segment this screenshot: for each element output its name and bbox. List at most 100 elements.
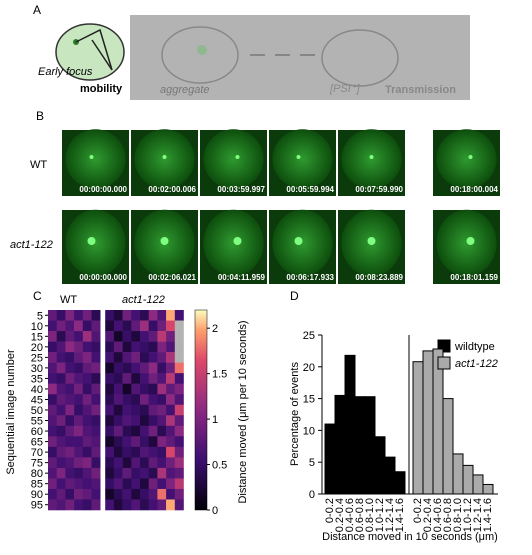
bar [442, 398, 454, 495]
heat-cell [74, 467, 84, 479]
heat-cell [131, 331, 141, 342]
heat-cell [122, 320, 132, 332]
heat-cell [74, 373, 84, 384]
heat-cell [122, 373, 132, 384]
legend-label: wildtype [454, 341, 495, 353]
heat-cell [74, 320, 84, 332]
heat-cell [140, 373, 149, 384]
heat-cell [65, 394, 75, 406]
heat-cell [65, 478, 75, 490]
heat-cell [148, 415, 158, 427]
heat-cell [148, 362, 158, 374]
heat-cell [56, 488, 66, 500]
heat-cell [140, 383, 149, 395]
heat-cell [105, 394, 115, 406]
heat-cell [131, 373, 141, 384]
x-tick-label: 0.8-1.0 [364, 498, 376, 532]
heat-cell [122, 331, 132, 342]
heat-cell [105, 404, 115, 416]
heat-cell [157, 331, 167, 342]
heat-cell [82, 415, 92, 427]
heat-cell [166, 341, 176, 353]
heat-cell [131, 478, 141, 490]
heat-cell [56, 373, 66, 384]
row-label: WT [30, 159, 47, 171]
heat-cell [82, 341, 92, 353]
heat-cell [174, 352, 184, 363]
heat-cell [74, 383, 84, 395]
heat-cell [122, 352, 132, 363]
heat-cell [122, 394, 132, 406]
heat-cell [122, 341, 132, 353]
cell-image [272, 129, 333, 189]
y-tick-label: 25 [31, 352, 43, 364]
heat-cell [56, 415, 66, 427]
heat-cell [65, 352, 75, 363]
heat-cell [131, 436, 141, 448]
bar [472, 474, 484, 495]
heat-cell [56, 425, 66, 437]
x-tick-label: 1.2-1.4 [472, 498, 484, 532]
heat-cell [131, 341, 141, 353]
heat-cell [166, 499, 176, 511]
heat-cell [166, 478, 176, 490]
timestamp: 00:18:00.004 [450, 185, 498, 194]
heat-cell [113, 415, 123, 427]
timestamp: 00:07:59.990 [355, 185, 403, 194]
y-tick-label: 55 [31, 416, 43, 428]
heat-cell [157, 362, 167, 374]
heat-cell [157, 446, 167, 458]
label: Early focus [38, 66, 93, 78]
focus [162, 155, 167, 159]
y-tick-label: 70 [31, 447, 43, 459]
heat-cell [105, 341, 115, 353]
timestamp: 00:05:59.994 [286, 185, 334, 194]
heat-cell [65, 415, 75, 427]
bar [394, 471, 406, 495]
heat-cell [122, 488, 132, 500]
heat-cell [157, 341, 167, 353]
bar [354, 396, 366, 495]
heat-cell [91, 467, 101, 479]
heat-cell [157, 425, 167, 437]
heat-cell [174, 436, 184, 448]
colorbar-tick-label: 1.5 [212, 369, 227, 381]
x-tick-label: 0-0.2 [412, 498, 424, 523]
heat-cell [174, 499, 184, 511]
heat-cell [140, 457, 149, 469]
heat-cell [91, 436, 101, 448]
heat-cell [140, 425, 149, 437]
heat-cell [131, 488, 141, 500]
timestamp: 00:00:00.000 [79, 273, 127, 282]
heat-cell [82, 425, 92, 437]
heat-cell [56, 404, 66, 416]
heat-cell [174, 457, 184, 469]
heat-cell [122, 436, 132, 448]
heat-cell [166, 404, 176, 416]
heat-cell [122, 415, 132, 427]
heat-cell [65, 425, 75, 437]
heat-cell [113, 331, 123, 342]
heat-cell [131, 467, 141, 479]
x-tick-label: 0.6-0.8 [442, 498, 454, 532]
y-tick-label: 80 [31, 468, 43, 480]
heat-cell [157, 467, 167, 479]
heat-cell [74, 404, 84, 416]
heat-cell [174, 415, 184, 427]
heat-cell [105, 425, 115, 437]
y-tick-label: 60 [31, 426, 43, 438]
heat-cell [91, 394, 101, 406]
colorbar-title: Distance moved (μm per 10 seconds) [237, 320, 249, 503]
heat-cell [113, 446, 123, 458]
heat-cell [131, 415, 141, 427]
heat-cell [82, 352, 92, 363]
heat-cell [56, 341, 66, 353]
heat-cell [91, 488, 101, 500]
heat-cell [157, 436, 167, 448]
heat-cell [166, 488, 176, 500]
heat-cell [148, 383, 158, 395]
heat-cell [74, 436, 84, 448]
heat-cell [148, 488, 158, 500]
heat-cell [105, 488, 115, 500]
heat-cell [131, 457, 141, 469]
